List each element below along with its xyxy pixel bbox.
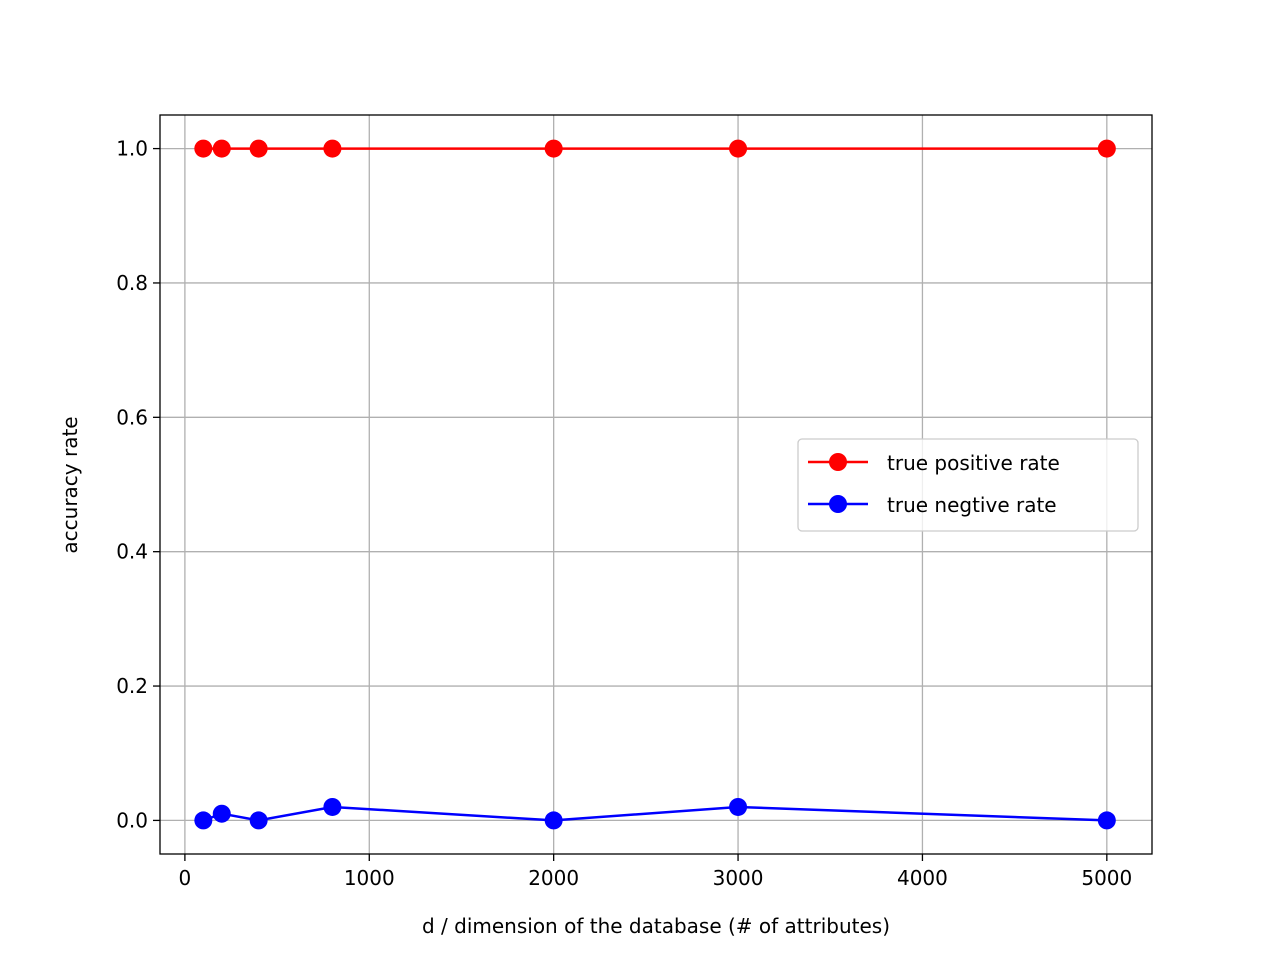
data-point-true-positive [323,139,342,158]
series-true-positive [194,139,1116,158]
x-tick-label: 4000 [897,866,948,890]
data-point-true-negative [323,797,342,816]
x-tick-label: 0 [179,866,192,890]
legend-marker-true-negative [829,495,847,513]
data-point-true-negative [212,804,231,823]
series-true-negative [194,797,1116,830]
y-tick-label: 1.0 [116,137,148,161]
y-tick-label: 0.6 [116,405,148,429]
legend-label-true-negative: true negtive rate [887,493,1057,517]
legend-label-true-positive: true positive rate [887,451,1060,475]
series-layer [194,139,1116,830]
plot-frame [159,114,1153,855]
y-tick-label: 0.2 [116,674,148,698]
x-tick-label: 3000 [713,866,764,890]
y-tick-label: 0.0 [116,808,148,832]
x-tick-label: 1000 [344,866,395,890]
data-point-true-positive [212,139,231,158]
data-point-true-negative [249,811,268,830]
y-axis: 0.0 0.2 0.4 0.6 0.8 1.0 [116,137,160,832]
y-tick-label: 0.8 [116,271,148,295]
x-axis: 0 1000 2000 3000 4000 5000 [179,854,1132,890]
legend-box [797,438,1139,532]
data-point-true-negative [1097,811,1116,830]
data-point-true-positive [1097,139,1116,158]
data-point-true-positive [544,139,563,158]
x-tick-label: 2000 [528,866,579,890]
x-tick-label: 5000 [1081,866,1132,890]
y-axis-label: accuracy rate [58,416,82,553]
data-point-true-negative [544,811,563,830]
data-point-true-negative [194,811,213,830]
data-point-true-positive [729,139,748,158]
legend: true positive rate true negtive rate [797,438,1139,532]
legend-marker-true-positive [829,453,847,471]
data-point-true-negative [729,797,748,816]
x-axis-label: d / dimension of the database (# of attr… [422,914,890,938]
data-point-true-positive [249,139,268,158]
y-tick-label: 0.4 [116,540,148,564]
data-point-true-positive [194,139,213,158]
